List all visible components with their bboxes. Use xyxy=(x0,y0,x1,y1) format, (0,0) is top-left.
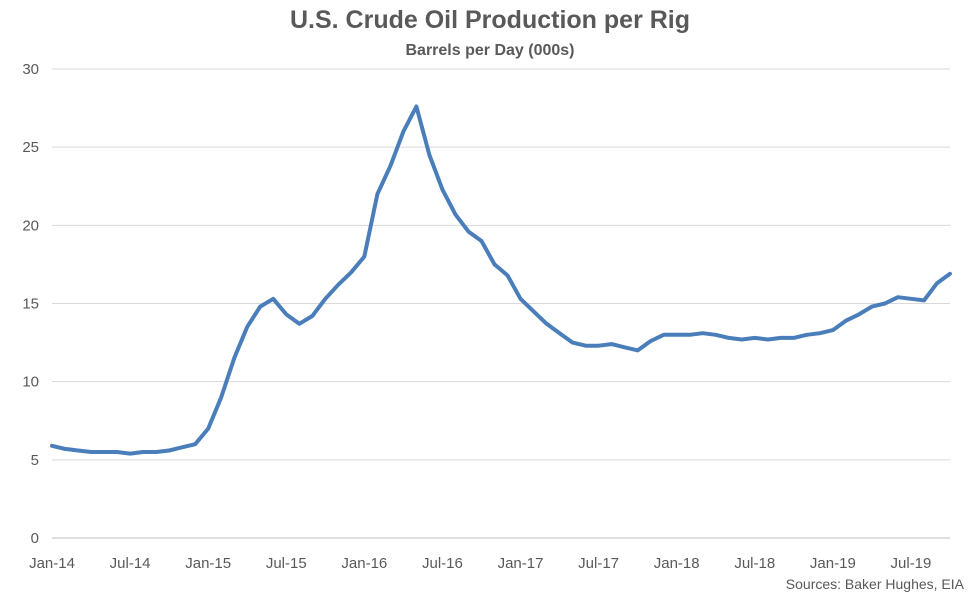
y-tick-label: 25 xyxy=(22,139,39,156)
data-point xyxy=(155,451,157,453)
data-point xyxy=(598,345,600,347)
data-point xyxy=(702,332,704,334)
data-point xyxy=(207,428,209,430)
data-point xyxy=(871,306,873,308)
data-point xyxy=(259,306,261,308)
data-point xyxy=(572,342,574,344)
gridlines xyxy=(52,68,950,539)
data-point xyxy=(715,334,717,336)
data-point xyxy=(754,337,756,339)
data-point xyxy=(533,310,535,312)
data-point xyxy=(624,346,626,348)
data-point xyxy=(780,337,782,339)
x-tick-label: Jan-17 xyxy=(498,555,544,572)
data-point xyxy=(285,313,287,315)
y-tick-label: 30 xyxy=(22,61,39,78)
data-point xyxy=(389,165,391,167)
data-point xyxy=(819,332,821,334)
x-tick-label: Jul-14 xyxy=(110,555,151,572)
chart-title: U.S. Crude Oil Production per Rig xyxy=(289,6,691,34)
y-tick-label: 20 xyxy=(22,217,39,234)
data-point xyxy=(546,323,548,325)
data-point xyxy=(663,334,665,336)
data-point xyxy=(676,334,678,336)
series-layer xyxy=(50,104,952,456)
data-point xyxy=(897,296,899,298)
data-point xyxy=(428,154,430,156)
data-point xyxy=(90,451,92,453)
data-point xyxy=(585,345,587,347)
x-tick-label: Jan-14 xyxy=(29,555,75,572)
y-tick-label: 10 xyxy=(22,374,39,391)
data-point xyxy=(337,284,339,286)
y-tick-label: 15 xyxy=(22,296,39,313)
chart-subtitle: Barrels per Day (000s) xyxy=(405,42,575,59)
data-point xyxy=(936,282,938,284)
data-point xyxy=(116,451,118,453)
chart-source: Sources: Baker Hughes, EIA xyxy=(785,576,964,592)
data-point xyxy=(910,298,912,300)
data-point xyxy=(949,273,951,275)
data-point xyxy=(806,334,808,336)
data-point xyxy=(858,313,860,315)
x-tick-label: Jul-18 xyxy=(734,555,775,572)
data-point xyxy=(194,443,196,445)
data-point xyxy=(350,271,352,273)
data-point xyxy=(559,332,561,334)
data-point xyxy=(637,349,639,351)
data-point xyxy=(168,449,170,451)
data-point xyxy=(923,299,925,301)
data-point xyxy=(767,338,769,340)
data-point xyxy=(376,193,378,195)
data-point xyxy=(298,323,300,325)
data-point xyxy=(363,256,365,258)
data-point xyxy=(129,453,131,455)
data-point xyxy=(507,274,509,276)
axes: 0 5 10 15 20 25 30 Jan-14 Jul-14 Jan-15 Jul-15 Jan-… xyxy=(22,61,931,572)
data-point xyxy=(415,106,417,108)
x-tick-label: Jul-19 xyxy=(891,555,932,572)
data-point xyxy=(884,303,886,304)
data-point xyxy=(220,396,222,398)
data-point xyxy=(441,188,443,190)
x-tick-label: Jul-15 xyxy=(266,555,307,572)
data-point xyxy=(77,449,79,451)
data-point xyxy=(480,240,482,242)
data-point xyxy=(793,337,795,339)
data-point xyxy=(142,451,144,453)
data-point xyxy=(467,231,469,233)
data-point xyxy=(454,213,456,215)
x-tick-label: Jul-17 xyxy=(578,555,619,572)
data-point xyxy=(311,315,313,317)
data-point xyxy=(233,357,235,359)
data-point xyxy=(402,131,404,133)
data-point xyxy=(64,448,66,450)
data-point xyxy=(324,298,326,300)
series-line xyxy=(50,104,952,456)
data-point xyxy=(51,445,53,447)
data-point xyxy=(741,338,743,340)
data-point xyxy=(689,334,691,336)
data-point xyxy=(493,263,495,265)
data-point xyxy=(650,340,652,342)
y-tick-label: 5 xyxy=(31,452,39,469)
y-tick-label: 0 xyxy=(31,530,39,547)
data-point xyxy=(845,320,847,322)
data-point xyxy=(611,343,613,345)
data-point xyxy=(103,451,105,453)
data-point xyxy=(832,329,834,331)
x-tick-label: Jan-18 xyxy=(654,555,700,572)
x-tick-label: Jan-15 xyxy=(185,555,231,572)
data-point xyxy=(181,446,183,448)
x-tick-label: Jan-19 xyxy=(810,555,856,572)
data-point xyxy=(272,298,274,300)
x-tick-label: Jan-16 xyxy=(341,555,387,572)
data-point xyxy=(520,298,522,300)
data-point xyxy=(728,337,730,339)
x-tick-label: Jul-16 xyxy=(422,555,463,572)
data-point xyxy=(246,326,248,328)
